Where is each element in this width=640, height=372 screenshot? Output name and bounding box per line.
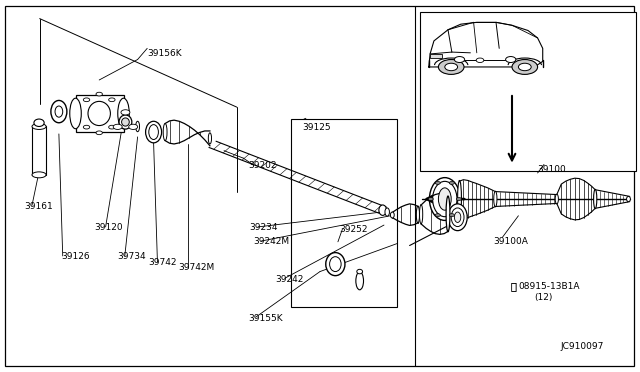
- Circle shape: [454, 57, 465, 62]
- Ellipse shape: [627, 196, 630, 202]
- Circle shape: [83, 98, 90, 102]
- Ellipse shape: [451, 208, 464, 227]
- Ellipse shape: [446, 196, 450, 232]
- Text: 39234: 39234: [250, 223, 278, 232]
- Text: 39734: 39734: [117, 252, 146, 261]
- Bar: [420, 12, 636, 171]
- Text: (12): (12): [534, 293, 552, 302]
- Text: 39202: 39202: [248, 161, 277, 170]
- Ellipse shape: [458, 180, 461, 218]
- Circle shape: [83, 125, 90, 129]
- Ellipse shape: [379, 205, 387, 215]
- Text: 39100: 39100: [538, 165, 566, 174]
- Circle shape: [121, 110, 130, 115]
- Ellipse shape: [88, 102, 111, 126]
- Circle shape: [109, 98, 115, 102]
- Circle shape: [428, 198, 433, 201]
- Circle shape: [518, 63, 531, 71]
- Ellipse shape: [326, 253, 345, 276]
- Circle shape: [129, 124, 138, 129]
- Ellipse shape: [34, 119, 44, 126]
- Ellipse shape: [209, 133, 211, 144]
- Circle shape: [113, 124, 122, 129]
- Ellipse shape: [555, 194, 558, 204]
- Ellipse shape: [385, 208, 389, 216]
- Ellipse shape: [417, 206, 420, 223]
- Text: 39161: 39161: [24, 202, 53, 211]
- Text: 39252: 39252: [339, 225, 368, 234]
- Circle shape: [449, 214, 454, 217]
- Ellipse shape: [357, 269, 363, 274]
- Ellipse shape: [163, 124, 167, 141]
- Ellipse shape: [454, 212, 461, 222]
- Text: Ⓦ: Ⓦ: [511, 282, 516, 291]
- Circle shape: [109, 125, 115, 129]
- Ellipse shape: [119, 115, 132, 129]
- Text: 39155K: 39155K: [248, 314, 283, 323]
- Ellipse shape: [118, 98, 129, 129]
- Text: Ⓡ: Ⓡ: [510, 282, 516, 291]
- Ellipse shape: [136, 121, 140, 132]
- Ellipse shape: [55, 106, 63, 117]
- Ellipse shape: [390, 212, 394, 218]
- Text: 39156K: 39156K: [147, 49, 182, 58]
- Ellipse shape: [448, 204, 467, 231]
- Text: 39242: 39242: [275, 275, 303, 283]
- Circle shape: [449, 182, 454, 185]
- Ellipse shape: [594, 189, 597, 209]
- Ellipse shape: [51, 100, 67, 123]
- Ellipse shape: [32, 124, 46, 129]
- Text: 39126: 39126: [61, 252, 90, 261]
- Ellipse shape: [122, 118, 129, 126]
- Text: 39120: 39120: [95, 223, 124, 232]
- Circle shape: [456, 198, 461, 201]
- Text: JC910097: JC910097: [561, 342, 604, 351]
- Ellipse shape: [70, 98, 81, 129]
- Ellipse shape: [356, 272, 364, 290]
- Text: 39100A: 39100A: [493, 237, 527, 246]
- Circle shape: [435, 182, 440, 185]
- Circle shape: [512, 60, 538, 74]
- Bar: [32, 126, 46, 175]
- Ellipse shape: [330, 257, 341, 272]
- Ellipse shape: [148, 125, 159, 140]
- Circle shape: [96, 92, 102, 96]
- Text: 08915-13B1A: 08915-13B1A: [518, 282, 580, 291]
- Ellipse shape: [433, 182, 457, 217]
- Circle shape: [435, 214, 440, 217]
- Ellipse shape: [32, 172, 46, 178]
- Circle shape: [476, 58, 484, 62]
- Circle shape: [438, 60, 464, 74]
- Text: 39242M: 39242M: [253, 237, 289, 246]
- Text: 39125: 39125: [302, 123, 331, 132]
- Ellipse shape: [420, 205, 423, 224]
- Ellipse shape: [146, 121, 161, 143]
- Bar: [291, 119, 397, 307]
- Ellipse shape: [494, 191, 497, 207]
- Text: 39742: 39742: [148, 258, 177, 267]
- Ellipse shape: [429, 178, 460, 220]
- Bar: [430, 54, 442, 58]
- Text: 39742M: 39742M: [178, 263, 214, 272]
- Ellipse shape: [438, 188, 451, 210]
- Circle shape: [445, 63, 458, 71]
- Circle shape: [96, 131, 102, 135]
- Circle shape: [506, 57, 516, 62]
- Bar: [76, 95, 124, 132]
